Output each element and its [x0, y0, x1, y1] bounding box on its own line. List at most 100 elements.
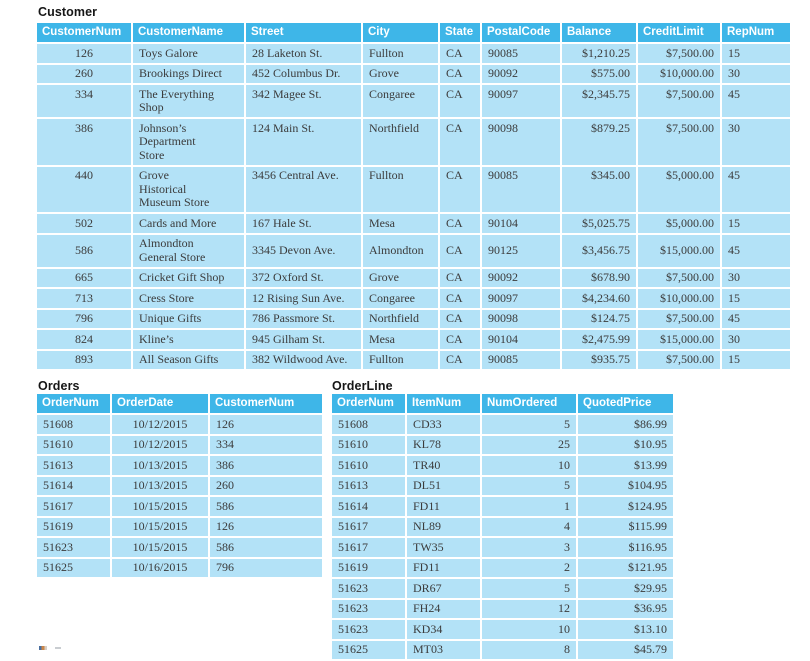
cell: $115.99 — [578, 517, 673, 536]
column-header: RepNum — [722, 23, 790, 42]
header-row: OrderNum OrderDate CustomerNum — [37, 394, 322, 413]
cell: 90092 — [482, 64, 560, 83]
table-row: 51610 10/12/2015 334 — [37, 435, 322, 454]
cell: 90085 — [482, 350, 560, 369]
cell: 90125 — [482, 234, 560, 267]
table-row: 51608 CD33 5 $86.99 — [332, 415, 673, 434]
cell: $935.75 — [562, 350, 636, 369]
table-row: 51625 MT03 8 $45.79 — [332, 640, 673, 659]
cell: 452 Columbus Dr. — [246, 64, 361, 83]
cell: 372 Oxford St. — [246, 268, 361, 287]
cell: $45.79 — [578, 640, 673, 659]
cell: 824 — [37, 330, 131, 349]
cell: 51614 — [37, 476, 110, 495]
cell: $121.95 — [578, 558, 673, 577]
cropped-caption-artifact — [55, 647, 61, 649]
cell: 51610 — [332, 456, 405, 475]
cell: Almondton General Store — [133, 234, 244, 267]
cell: 167 Hale St. — [246, 214, 361, 233]
column-header: State — [440, 23, 480, 42]
table-row: 51619 10/15/2015 126 — [37, 517, 322, 536]
cell: $5,025.75 — [562, 214, 636, 233]
cell: $10,000.00 — [638, 64, 720, 83]
table-row: 51617 NL89 4 $115.99 — [332, 517, 673, 536]
cell: 124 Main St. — [246, 119, 361, 165]
cell: CA — [440, 268, 480, 287]
column-header: City — [363, 23, 438, 42]
cell: CA — [440, 85, 480, 117]
cell: 15 — [722, 214, 790, 233]
table-row: 51610 KL78 25 $10.95 — [332, 435, 673, 454]
cell: Johnson’s Department Store — [133, 119, 244, 165]
cell: 10/13/2015 — [112, 456, 208, 475]
cell: 12 Rising Sun Ave. — [246, 289, 361, 308]
cell: 3 — [482, 538, 576, 557]
cell: Grove Historical Museum Store — [133, 166, 244, 212]
cell: Kline’s — [133, 330, 244, 349]
column-header: OrderNum — [37, 394, 110, 413]
table-row: 51623 DR67 5 $29.95 — [332, 579, 673, 598]
cell: 5 — [482, 476, 576, 495]
cell: 51617 — [37, 497, 110, 516]
table-row: 126 Toys Galore 28 Laketon St. Fullton CA 900… — [37, 44, 790, 63]
cell: Grove — [363, 268, 438, 287]
cell: 45 — [722, 234, 790, 267]
customer-table-title: Customer — [38, 5, 98, 19]
orderline-table-title: OrderLine — [332, 379, 393, 393]
cell: $5,000.00 — [638, 166, 720, 212]
cell: 382 Wildwood Ave. — [246, 350, 361, 369]
cell: $7,500.00 — [638, 85, 720, 117]
cell: 3345 Devon Ave. — [246, 234, 361, 267]
cell: 10/15/2015 — [112, 538, 208, 557]
cell: 126 — [37, 44, 131, 63]
cell: 51608 — [37, 415, 110, 434]
cell: 5 — [482, 579, 576, 598]
cell: DR67 — [407, 579, 480, 598]
cell: $2,345.75 — [562, 85, 636, 117]
cell: 51619 — [332, 558, 405, 577]
cell: MT03 — [407, 640, 480, 659]
cell: 10/13/2015 — [112, 476, 208, 495]
cell: 386 — [210, 456, 322, 475]
cell: 51623 — [37, 538, 110, 557]
cell: CA — [440, 309, 480, 328]
cell: 51614 — [332, 497, 405, 516]
cell: Brookings Direct — [133, 64, 244, 83]
cell: 90098 — [482, 119, 560, 165]
cell: 30 — [722, 64, 790, 83]
cell: 51625 — [37, 558, 110, 577]
cell: 25 — [482, 435, 576, 454]
cell: 51613 — [332, 476, 405, 495]
table-row: 51617 TW35 3 $116.95 — [332, 538, 673, 557]
table-row: 51608 10/12/2015 126 — [37, 415, 322, 434]
cell: 786 Passmore St. — [246, 309, 361, 328]
cell: CA — [440, 214, 480, 233]
column-header: Balance — [562, 23, 636, 42]
column-header: ItemNum — [407, 394, 480, 413]
table-row: 51613 10/13/2015 386 — [37, 456, 322, 475]
cell: TR40 — [407, 456, 480, 475]
cell: 30 — [722, 119, 790, 165]
cell: $678.90 — [562, 268, 636, 287]
cell: CA — [440, 166, 480, 212]
cell: 5 — [482, 415, 576, 434]
cell: FH24 — [407, 599, 480, 618]
cell: 1 — [482, 497, 576, 516]
cell: $7,500.00 — [638, 350, 720, 369]
cell: 386 — [37, 119, 131, 165]
column-header: CustomerNum — [37, 23, 131, 42]
cell: 10/15/2015 — [112, 517, 208, 536]
cell: $879.25 — [562, 119, 636, 165]
cell: Mesa — [363, 330, 438, 349]
cell: 10 — [482, 620, 576, 639]
cell: Cress Store — [133, 289, 244, 308]
cell: Mesa — [363, 214, 438, 233]
table-row: 824 Kline’s 945 Gilham St. Mesa CA 90104 $2,47… — [37, 330, 790, 349]
cell: $5,000.00 — [638, 214, 720, 233]
cell: $1,210.25 — [562, 44, 636, 63]
cell: 10 — [482, 456, 576, 475]
orderline-table: OrderNum ItemNum NumOrdered QuotedPrice 516… — [330, 392, 675, 661]
cell: 342 Magee St. — [246, 85, 361, 117]
cell: 3456 Central Ave. — [246, 166, 361, 212]
column-header: CustomerName — [133, 23, 244, 42]
